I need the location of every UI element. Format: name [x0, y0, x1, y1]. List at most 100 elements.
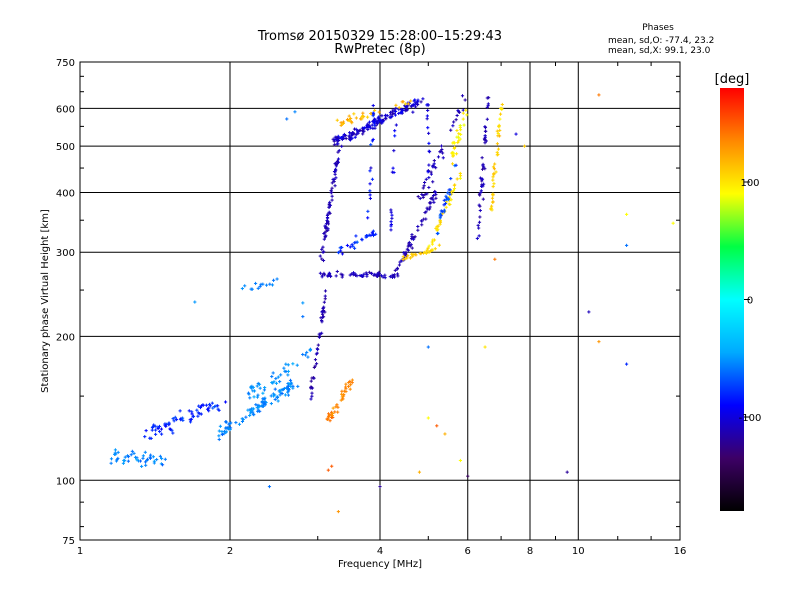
data-point — [346, 384, 351, 388]
chart-title: Tromsø 20150329 15:28:00–15:29:43 — [257, 29, 502, 44]
data-point — [400, 111, 404, 115]
data-point — [286, 384, 290, 388]
data-point — [449, 198, 453, 202]
data-point — [278, 393, 282, 397]
data-point — [152, 461, 156, 465]
data-point — [397, 111, 401, 116]
data-point — [330, 186, 334, 190]
data-point — [109, 461, 113, 465]
data-point — [435, 228, 439, 232]
data-point — [497, 125, 501, 129]
data-point — [321, 258, 326, 263]
data-point — [264, 283, 269, 287]
data-point — [178, 409, 182, 413]
data-point — [334, 176, 338, 180]
data-point — [159, 432, 164, 436]
data-point — [427, 244, 431, 248]
data-point — [348, 245, 352, 249]
data-point — [438, 216, 442, 220]
data-point — [431, 248, 435, 252]
data-point — [433, 190, 437, 195]
data-point — [339, 249, 343, 253]
data-point — [272, 380, 276, 384]
data-point — [452, 141, 457, 145]
data-point — [438, 212, 443, 216]
data-point — [487, 96, 491, 100]
data-point — [135, 458, 139, 462]
data-point — [193, 300, 197, 304]
data-point — [326, 222, 331, 226]
data-point — [314, 362, 319, 366]
data-point — [393, 113, 398, 117]
data-point — [369, 143, 373, 147]
data-point — [268, 282, 272, 286]
data-point — [452, 183, 456, 187]
data-point — [270, 380, 274, 385]
data-point — [458, 176, 462, 180]
data-point — [404, 250, 408, 254]
data-point — [465, 113, 469, 117]
data-point — [321, 245, 325, 249]
data-point — [276, 399, 280, 403]
data-point — [416, 194, 420, 199]
data-point — [217, 434, 221, 438]
phase-stats-o: mean, sd,O: -77.4, 23.2 — [608, 36, 714, 46]
data-point — [335, 118, 339, 122]
data-point — [393, 129, 397, 133]
data-point — [167, 421, 171, 425]
data-point — [326, 414, 331, 418]
data-point — [216, 404, 220, 408]
data-point — [333, 410, 337, 414]
data-point — [498, 128, 502, 133]
data-point — [362, 129, 366, 133]
data-point — [352, 127, 357, 131]
data-point — [180, 416, 185, 420]
data-point — [313, 358, 318, 362]
data-point — [401, 255, 405, 259]
data-point — [378, 118, 382, 122]
data-point — [365, 124, 370, 128]
data-point — [393, 109, 398, 114]
data-point — [429, 249, 433, 253]
data-point — [262, 397, 266, 401]
data-point — [492, 171, 496, 176]
data-point — [370, 177, 375, 181]
data-point — [366, 209, 370, 213]
data-point — [126, 459, 130, 463]
data-point — [376, 273, 380, 277]
x-tick-label: 16 — [674, 546, 687, 557]
data-point — [350, 243, 354, 247]
data-point — [427, 163, 431, 167]
data-point — [267, 485, 272, 489]
data-point — [425, 114, 429, 118]
data-point — [424, 251, 428, 255]
data-point — [392, 149, 396, 153]
data-point — [280, 391, 284, 396]
data-point — [159, 427, 164, 431]
data-point — [313, 364, 317, 368]
data-point — [671, 221, 675, 225]
data-point — [384, 117, 388, 121]
data-point — [309, 386, 313, 390]
data-point — [336, 410, 340, 414]
data-point — [274, 377, 278, 381]
data-point — [401, 257, 405, 262]
data-point — [340, 252, 345, 256]
data-point — [475, 236, 479, 241]
data-point — [323, 294, 327, 298]
data-point — [492, 167, 497, 171]
data-point — [456, 108, 460, 113]
data-point — [354, 234, 358, 238]
data-point — [354, 273, 358, 278]
x-tick-label: 6 — [465, 546, 471, 557]
data-point — [454, 163, 458, 167]
data-point — [477, 234, 481, 238]
data-point — [405, 256, 409, 260]
data-point — [480, 179, 484, 183]
data-point — [248, 396, 252, 400]
data-point — [122, 458, 126, 463]
data-point — [234, 420, 238, 425]
data-point — [490, 196, 495, 200]
y-axis-ticks: 75 100 200 300 400 500 600 750 — [56, 58, 75, 547]
data-point — [337, 136, 341, 141]
